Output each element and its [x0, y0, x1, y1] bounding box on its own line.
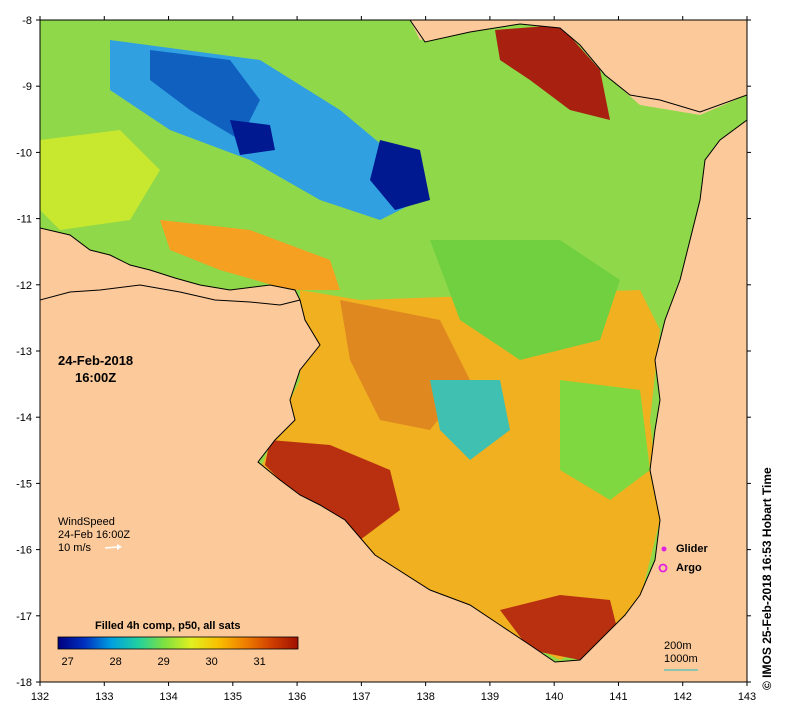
- land-cape-york-north: [409, 20, 747, 113]
- imos-credit: © IMOS 25-Feb-2018 16:53 Hobart Time: [760, 390, 774, 690]
- x-tick-label: 135: [224, 691, 242, 703]
- plot-area: [40, 20, 747, 682]
- y-tick-label: -11: [17, 214, 32, 226]
- sst-region-yellow-w: [40, 130, 160, 230]
- glider-marker: [661, 546, 667, 552]
- depth-1000m: 1000m: [664, 653, 698, 665]
- y-tick-label: -15: [16, 478, 32, 490]
- depth-200m: 200m: [664, 640, 692, 652]
- sst-region-hot-se: [265, 440, 400, 540]
- sst-region-warm-w: [160, 220, 340, 290]
- colorbar-tick-label: 28: [109, 656, 121, 668]
- y-tick-label: -13: [16, 346, 32, 358]
- copyright-icon: ©: [760, 681, 774, 690]
- wind-label: WindSpeed: [58, 516, 115, 528]
- land-arnhem-north: [40, 227, 301, 306]
- x-tick-label: 138: [416, 691, 434, 703]
- wind-legend: WindSpeed 24-Feb 16:00Z 10 m/s: [58, 516, 130, 555]
- sst-region-hot-s: [500, 595, 620, 660]
- x-tick-label: 134: [159, 691, 177, 703]
- x-tick-label: 139: [481, 691, 499, 703]
- y-tick-label: -18: [16, 677, 32, 689]
- y-tick-label: -17: [16, 611, 32, 623]
- x-tick-label: 141: [609, 691, 627, 703]
- wind-scale: 10 m/s: [58, 542, 92, 554]
- colorbar-tick-label: 29: [157, 656, 169, 668]
- sst-region-hot-ne: [495, 25, 610, 120]
- sst-region-coldest-2: [230, 120, 275, 155]
- colorbar-title: Filled 4h comp, p50, all sats: [95, 620, 241, 632]
- y-tick-label: -8: [22, 15, 32, 27]
- glider-label: Glider: [676, 543, 708, 555]
- y-tick-label: -12: [16, 280, 32, 292]
- wind-legend-arrow: [104, 544, 122, 550]
- colorbar-tick-label: 31: [253, 656, 265, 668]
- y-tick-label: -9: [22, 81, 32, 93]
- sst-region-coldest: [370, 140, 430, 210]
- depth-scale-legend: 200m 1000m: [664, 640, 698, 666]
- x-tick-label: 143: [738, 691, 756, 703]
- x-tick-label: 133: [95, 691, 113, 703]
- x-axis: 132 133 134 135 136 137 138 139 140 141 142 143: [31, 16, 756, 703]
- y-tick-label: -14: [16, 412, 32, 424]
- y-tick-label: -16: [16, 545, 32, 557]
- x-tick-label: 136: [288, 691, 306, 703]
- map-timestamp: 24-Feb-2018 16:00Z: [58, 352, 133, 386]
- timestamp-date: 24-Feb-2018: [58, 353, 134, 368]
- wind-time: 24-Feb 16:00Z: [58, 529, 131, 541]
- argo-marker: [658, 563, 668, 573]
- colorbar-bar: [57, 636, 299, 650]
- sst-region-teal: [430, 380, 510, 460]
- land-masses: [40, 20, 747, 682]
- timestamp-time: 16:00Z: [74, 370, 117, 385]
- x-tick-label: 142: [674, 691, 692, 703]
- colorbar-tick-label: 27: [61, 656, 73, 668]
- colorbar-ticks: 27 28 29 30 31: [61, 656, 265, 668]
- colorbar-tick-label: 30: [205, 656, 217, 668]
- colorbar: 27 28 29 30 31: [57, 636, 299, 668]
- sst-region-green-mid: [430, 240, 620, 360]
- x-tick-label: 132: [31, 691, 49, 703]
- credit-text: IMOS 25-Feb-2018 16:53 Hobart Time: [760, 467, 774, 678]
- x-tick-label: 137: [352, 691, 370, 703]
- sst-region-green-e: [560, 380, 650, 500]
- argo-label: Argo: [676, 562, 702, 574]
- sst-region-cold: [150, 50, 260, 140]
- x-tick-label: 140: [545, 691, 563, 703]
- y-axis: -8 -9 -10 -11 -12 -13 -14 -15 -16 -17 -18: [16, 15, 751, 689]
- y-tick-label: -10: [16, 147, 32, 159]
